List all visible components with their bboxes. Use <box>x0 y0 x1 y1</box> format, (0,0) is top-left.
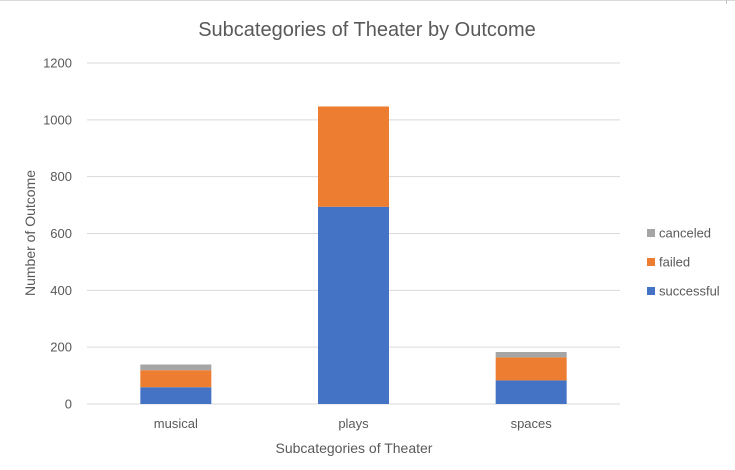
legend-swatch-canceled <box>647 229 655 237</box>
bar-failed-plays <box>318 106 389 207</box>
legend-swatch-successful <box>647 287 655 295</box>
y-tick-label: 0 <box>65 397 72 412</box>
chart-title: Subcategories of Theater by Outcome <box>198 19 536 41</box>
legend-label-canceled: canceled <box>659 226 711 241</box>
bar-failed-musical <box>140 370 212 388</box>
x-tick-label: musical <box>154 416 198 431</box>
y-tick-label: 400 <box>50 283 72 298</box>
x-axis-title: Subcategories of Theater <box>276 440 433 456</box>
bar-successful-musical <box>140 387 212 404</box>
x-axis-ticks: musical plays spaces <box>154 416 552 431</box>
x-tick-label: spaces <box>511 416 553 431</box>
legend-swatch-failed <box>647 258 655 266</box>
y-axis-ticks: 0 200 400 600 800 1000 1200 <box>43 56 72 412</box>
y-tick-label: 800 <box>50 169 72 184</box>
bar-canceled-musical <box>140 364 212 371</box>
y-tick-label: 200 <box>50 340 72 355</box>
bar-successful-spaces <box>495 380 567 404</box>
legend: canceled failed successful <box>647 226 720 299</box>
y-axis-title: Number of Outcome <box>22 170 38 296</box>
bars <box>140 106 567 404</box>
bar-canceled-spaces <box>495 351 567 358</box>
y-tick-label: 1000 <box>43 112 72 127</box>
legend-label-successful: successful <box>659 284 720 299</box>
window-top-edge <box>0 0 735 4</box>
y-tick-label: 600 <box>50 226 72 241</box>
legend-label-failed: failed <box>659 255 690 270</box>
y-tick-label: 1200 <box>43 56 72 71</box>
x-tick-label: plays <box>338 416 369 431</box>
bar-successful-plays <box>318 206 389 404</box>
bar-failed-spaces <box>495 357 567 381</box>
